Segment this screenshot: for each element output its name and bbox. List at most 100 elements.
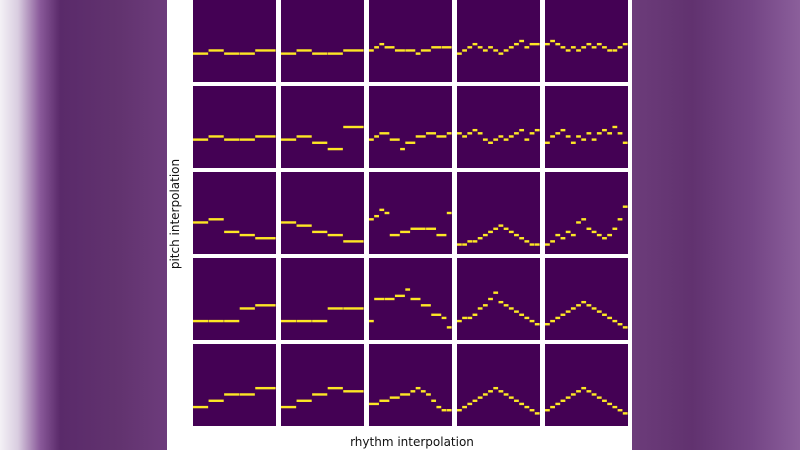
note: [529, 243, 535, 246]
note: [545, 141, 550, 144]
note: [400, 230, 411, 234]
note: [193, 221, 209, 224]
background-right: [632, 0, 800, 450]
note: [550, 405, 555, 409]
panel-r1-c3: [369, 0, 452, 82]
note: [560, 399, 566, 402]
note: [524, 138, 530, 141]
note: [508, 230, 514, 234]
note: [503, 304, 509, 307]
note: [498, 52, 504, 55]
note: [519, 39, 525, 43]
note: [617, 218, 623, 221]
note: [312, 319, 328, 323]
panel-background: [545, 0, 628, 82]
note: [617, 46, 623, 49]
note: [514, 132, 519, 135]
note: [374, 297, 385, 301]
note: [570, 141, 576, 144]
note: [462, 135, 467, 138]
note: [607, 49, 613, 52]
note: [560, 128, 566, 132]
note: [524, 316, 530, 320]
note: [224, 138, 240, 141]
note: [514, 233, 519, 237]
note: [555, 132, 561, 135]
note: [482, 393, 488, 396]
note: [596, 42, 602, 46]
note: [622, 326, 628, 329]
note: [586, 227, 592, 230]
note: [534, 243, 540, 246]
panel-r3-c3: [369, 172, 452, 254]
note: [508, 396, 514, 399]
note: [586, 42, 592, 46]
note: [477, 307, 483, 310]
panel-background: [369, 172, 452, 254]
note: [457, 52, 462, 55]
note: [576, 304, 581, 307]
note: [482, 49, 488, 52]
panel-r1-c1: [193, 0, 276, 82]
note: [488, 390, 493, 393]
note: [410, 297, 421, 301]
note: [193, 319, 209, 323]
note: [296, 399, 312, 402]
note: [508, 46, 514, 49]
note: [374, 214, 379, 218]
note: [591, 46, 597, 49]
note: [550, 240, 555, 243]
note: [560, 46, 566, 49]
note: [565, 49, 571, 52]
note: [477, 396, 483, 399]
panel-background: [193, 344, 276, 426]
note: [591, 393, 597, 396]
note: [570, 233, 576, 237]
note: [622, 205, 628, 208]
note: [255, 49, 276, 52]
note: [255, 386, 276, 390]
note: [400, 393, 411, 396]
note: [327, 147, 343, 151]
note: [426, 393, 431, 396]
note: [612, 227, 618, 230]
note: [472, 240, 478, 243]
note: [415, 135, 426, 138]
panel-r1-c2: [281, 0, 364, 82]
note: [607, 316, 613, 320]
note: [239, 307, 255, 310]
note: [581, 386, 587, 390]
panel-r2-c2: [281, 86, 364, 168]
y-axis-label: pitch interpolation: [168, 158, 182, 270]
note: [612, 125, 618, 129]
panel-r2-c4: [457, 86, 540, 168]
note: [596, 132, 602, 135]
note: [441, 409, 447, 412]
note: [379, 208, 385, 212]
panel-r2-c1: [193, 86, 276, 168]
note: [426, 132, 437, 135]
note: [493, 291, 499, 294]
note: [312, 230, 328, 234]
note: [436, 405, 442, 409]
note: [431, 46, 442, 49]
note: [545, 409, 550, 412]
note: [431, 313, 442, 316]
panel-r5-c1: [193, 344, 276, 426]
note: [239, 52, 255, 55]
panel-r1-c5: [545, 0, 628, 82]
note: [467, 46, 473, 49]
note: [591, 307, 597, 310]
note: [529, 319, 535, 323]
note: [208, 135, 224, 138]
note: [607, 132, 613, 135]
note: [400, 147, 405, 151]
figure: pitch interpolation rhythm interpolation: [167, 0, 632, 450]
note: [498, 390, 504, 393]
note: [529, 409, 535, 412]
note: [369, 402, 379, 406]
panel-r1-c4: [457, 0, 540, 82]
note: [545, 243, 550, 246]
note: [581, 300, 587, 304]
note: [384, 211, 390, 215]
